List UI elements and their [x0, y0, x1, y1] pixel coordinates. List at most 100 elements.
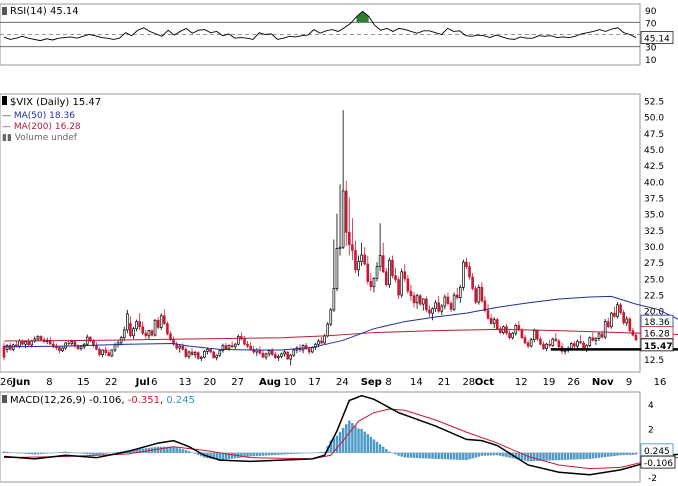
price-tick-label: 50.0: [644, 114, 664, 124]
macd-histogram-bar: [292, 452, 296, 454]
price-icon: [2, 96, 7, 105]
macd-histogram-bar: [566, 452, 570, 460]
candle-body: [384, 271, 388, 286]
candle-body: [415, 295, 419, 304]
price-tick-label: 37.5: [644, 194, 664, 204]
candle-body: [511, 332, 514, 339]
macd-histogram-bar: [110, 452, 114, 454]
macd-histogram-bar: [227, 452, 231, 460]
candle-body: [351, 244, 354, 251]
macd-histogram-bar: [104, 452, 107, 454]
macd-histogram-bar: [378, 444, 382, 453]
macd-histogram-bar: [24, 452, 27, 454]
candle-body: [246, 343, 249, 347]
candle-body: [132, 328, 135, 337]
candle-body: [141, 326, 145, 334]
macd-histogram-bar: [249, 452, 252, 457]
macd-histogram-bar: [135, 449, 138, 453]
candle-body: [449, 303, 453, 310]
macd-histogram-bar: [471, 452, 474, 459]
price-tick-label: 40.0: [644, 178, 664, 188]
candle-body: [625, 318, 629, 324]
candle-body: [5, 345, 9, 350]
macd-histogram-bar: [588, 452, 591, 459]
candle-body: [480, 286, 484, 302]
rsi-line: [3, 10, 637, 42]
candle-body: [335, 248, 339, 289]
macd-histogram-bar: [381, 446, 385, 453]
macd-histogram-bar: [320, 451, 323, 453]
volume-legend: ▮▮ Volume undef: [2, 133, 78, 143]
candle-body: [545, 343, 548, 350]
macd-histogram-bar: [446, 452, 450, 460]
candle-body: [375, 266, 379, 279]
candle-body: [101, 349, 104, 355]
macd-histogram-bar: [175, 447, 178, 453]
macd-histogram-bar: [338, 431, 342, 453]
candle-body: [2, 345, 6, 358]
candle-body: [184, 349, 188, 357]
candle-body: [381, 255, 385, 273]
macd-histogram-bar: [178, 448, 181, 453]
macd-histogram-bar: [218, 452, 222, 461]
candle-body: [326, 323, 330, 337]
macd-histogram-bar: [462, 452, 465, 460]
candle-body: [418, 295, 422, 305]
candle-body: [27, 341, 30, 346]
macd-histogram-bar: [554, 452, 558, 461]
candle-body: [477, 286, 481, 303]
macd-label: MACD(12,26,9) -0.106, -0.351, 0.245: [10, 395, 195, 406]
macd-histogram-bar: [261, 452, 265, 456]
macd-histogram-bar: [335, 435, 339, 453]
candle-body: [79, 346, 83, 350]
x-tick-label: 28: [462, 377, 475, 388]
price-tick-label: 12.5: [644, 356, 664, 366]
candle-body: [360, 254, 363, 262]
macd-histogram-bar: [499, 452, 502, 456]
macd-histogram-bar: [631, 452, 635, 455]
candle-body: [187, 351, 191, 357]
candle-body: [280, 353, 283, 357]
macd-histogram-bar: [307, 452, 311, 454]
x-tick-label: 10: [284, 377, 297, 388]
macd-histogram-bar: [5, 451, 9, 453]
macd-histogram-bar: [369, 436, 373, 453]
macd-histogram-bar: [625, 452, 628, 455]
candle-body: [440, 305, 444, 312]
macd-histogram-bar: [107, 452, 111, 454]
candle-body: [354, 250, 357, 271]
macd-histogram-bar: [363, 431, 366, 453]
rsi-current-tag: 45.14: [644, 35, 670, 45]
macd-histogram-bar: [619, 452, 622, 456]
macd-histogram-bar: [412, 452, 416, 458]
macd-histogram-bar: [144, 448, 148, 453]
candle-body: [190, 351, 194, 355]
macd-histogram-bar: [141, 448, 144, 453]
macd-histogram-bar: [422, 452, 425, 459]
macd-histogram-bar: [39, 452, 43, 455]
macd-histogram-bar: [579, 452, 582, 460]
macd-histogram-bar: [264, 452, 268, 456]
macd-histogram-bar: [616, 452, 619, 456]
candle-body: [107, 352, 111, 357]
macd-histogram-bar: [113, 452, 117, 453]
candle-body: [622, 312, 625, 324]
ma50-legend: — MA(50) 18.36: [2, 111, 75, 121]
macd-histogram-bar: [431, 452, 434, 459]
x-tick-label: Jul: [135, 377, 150, 388]
macd-histogram-bar: [314, 452, 317, 454]
macd-histogram-bar: [86, 452, 89, 455]
candle-body: [224, 345, 228, 350]
candle-body: [616, 304, 619, 317]
candle-body: [529, 339, 533, 347]
macd-histogram-bar: [415, 452, 419, 459]
candle-body: [520, 329, 524, 339]
macd-histogram-bar: [156, 446, 160, 453]
macd-histogram-bar: [628, 452, 632, 455]
x-tick-label: 24: [336, 377, 349, 388]
macd-histogram-bar: [270, 452, 274, 456]
x-tick-label: 26: [0, 377, 13, 388]
candle-body: [369, 281, 373, 288]
price-current-tag: 15.47: [644, 342, 672, 352]
macd-histogram-bar: [548, 452, 551, 461]
